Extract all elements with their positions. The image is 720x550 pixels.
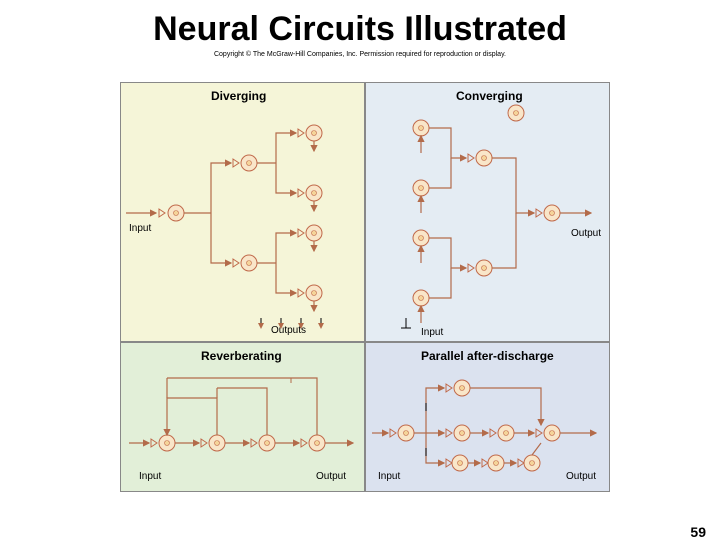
panel-converging: Converging Input Output: [365, 82, 610, 342]
panel-diverging: Diverging Input Outputs: [120, 82, 365, 342]
page-title: Neural Circuits Illustrated: [0, 10, 720, 49]
converging-svg: [366, 83, 611, 343]
parallel-svg: [366, 343, 611, 493]
page-number: 59: [690, 524, 706, 540]
diverging-svg: [121, 83, 366, 343]
panel-reverberating: Reverberating Input Output: [120, 342, 365, 492]
diagram-grid: Diverging Input Outputs: [120, 82, 610, 492]
reverberating-svg: [121, 343, 366, 493]
panel-parallel: Parallel after-discharge Input Output: [365, 342, 610, 492]
copyright-text: Copyright © The McGraw-Hill Companies, I…: [0, 51, 720, 58]
